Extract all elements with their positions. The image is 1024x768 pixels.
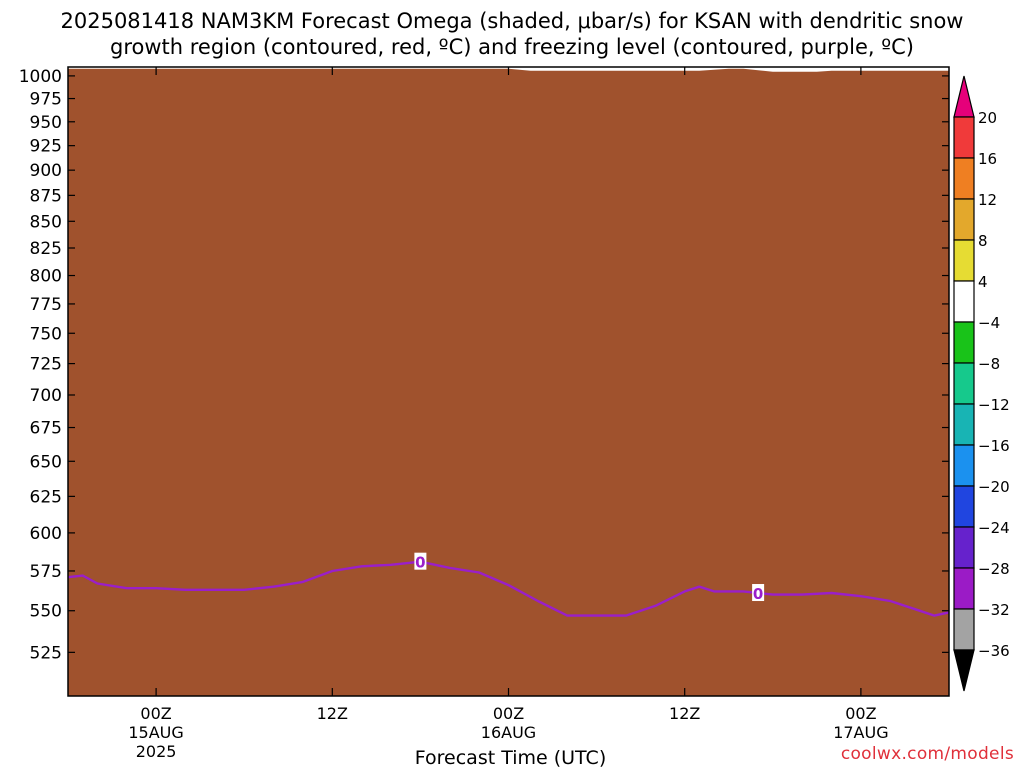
pressure-tick-label: 925 (30, 137, 62, 157)
time-tick-label: 12Z (669, 704, 700, 723)
colorbar-swatch (953, 608, 975, 651)
colorbar-level-label: −32 (978, 601, 1010, 619)
time-tick-label: 12Z (317, 704, 348, 723)
colorbar-swatch (953, 485, 975, 528)
pressure-tick-label: 825 (30, 239, 62, 259)
colorbar-swatch (953, 116, 975, 159)
colorbar-level-label: −36 (978, 642, 1010, 660)
colorbar-swatch (953, 321, 975, 364)
colorbar-level-label: 20 (978, 109, 997, 127)
pressure-tick-label: 525 (30, 643, 62, 663)
freezing-level-line (67, 560, 950, 617)
colorbar-swatch (953, 239, 975, 282)
pressure-tick-label: 600 (30, 524, 62, 544)
colorbar-top-arrow (953, 75, 975, 118)
colorbar-level-label: −28 (978, 560, 1010, 578)
time-tick-label: 2025 (136, 742, 177, 761)
time-tick-label: 16AUG (481, 723, 536, 742)
freezing-level-contour-label: 0 (415, 554, 425, 572)
time-tick-label: 00Z (493, 704, 524, 723)
pressure-tick-label: 650 (30, 452, 62, 472)
pressure-tick-label: 625 (30, 487, 62, 507)
freezing-level-contour-label: 0 (753, 585, 763, 603)
pressure-tick-label: 875 (30, 186, 62, 206)
pressure-tick-label: 750 (30, 324, 62, 344)
pressure-tick-label: 900 (30, 161, 62, 181)
colorbar-level-label: −20 (978, 478, 1010, 496)
colorbar-level-label: 4 (978, 273, 988, 291)
colorbar-level-label: 12 (978, 191, 997, 209)
pressure-tick-label: 675 (30, 419, 62, 439)
chart-title-line-1: 2025081418 NAM3KM Forecast Omega (shaded… (60, 9, 964, 33)
colorbar-swatch (953, 157, 975, 200)
colorbar-swatch (953, 567, 975, 610)
colorbar-swatch (953, 526, 975, 569)
colorbar-level-label: 16 (978, 150, 997, 168)
pressure-tick-label: 550 (30, 602, 62, 622)
x-axis-title: Forecast Time (UTC) (415, 747, 606, 768)
pressure-tick-label: 850 (30, 212, 62, 232)
colorbar-swatch (953, 198, 975, 241)
colorbar-level-label: −16 (978, 437, 1010, 455)
colorbar-level-label: −4 (978, 314, 1000, 332)
terrain-fill (68, 68, 949, 697)
credit-text: coolwx.com/models (840, 744, 1014, 764)
pressure-tick-label: 700 (30, 386, 62, 406)
time-tick-label: 00Z (140, 704, 171, 723)
time-tick-label: 17AUG (833, 723, 888, 742)
terrain-layer (68, 68, 949, 697)
colorbar-level-label: −24 (978, 519, 1010, 537)
contour-label-background (414, 552, 427, 570)
colorbar-swatch (953, 362, 975, 405)
pressure-tick-label: 975 (30, 90, 62, 110)
freezing-level-layer: 00 (67, 552, 950, 617)
pressure-tick-label: 1000 (19, 67, 62, 87)
colorbar-swatch (953, 280, 975, 323)
contour-label-background (752, 584, 765, 602)
pressure-axis: 525 550 575 600 625 650 675 700 725 750 775 800 825 8… (19, 67, 949, 663)
chart-title-line-2: growth region (contoured, red, ºC) and f… (110, 35, 914, 59)
pressure-tick-label: 950 (30, 113, 62, 133)
pressure-tick-label: 775 (30, 295, 62, 315)
colorbar-level-label: 8 (978, 232, 988, 250)
colorbar-bottom-arrow (953, 649, 975, 692)
time-tick-label: 00Z (845, 704, 876, 723)
colorbar: 20 16 12 8 4 −4 −8 −12 −16 −20 −24 −28 −32 −36 (953, 75, 1010, 692)
pressure-tick-label: 575 (30, 562, 62, 582)
colorbar-level-label: −8 (978, 355, 1000, 373)
colorbar-swatch (953, 444, 975, 487)
pressure-tick-label: 725 (30, 355, 62, 375)
colorbar-level-label: −12 (978, 396, 1010, 414)
colorbar-swatch (953, 403, 975, 446)
time-tick-label: 15AUG (128, 723, 183, 742)
pressure-tick-label: 800 (30, 267, 62, 287)
